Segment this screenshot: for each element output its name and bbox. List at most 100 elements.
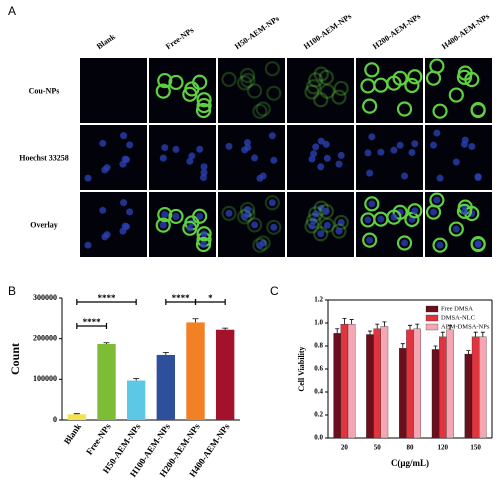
error-bar: [73, 413, 80, 415]
error-bar: [162, 352, 169, 355]
micrograph: [149, 58, 216, 123]
nucleus: [84, 174, 92, 182]
cell-stain: [255, 101, 271, 117]
nucleus: [433, 129, 441, 137]
cell-stain: [362, 232, 378, 248]
cell-stain: [155, 217, 171, 233]
row-label: Overlay: [30, 220, 58, 229]
cell-stain: [360, 78, 376, 94]
y-axis-label: Cell Viability: [297, 346, 306, 391]
row-label: Hoechst 33258: [19, 153, 69, 162]
y-tick-label: 100000: [33, 374, 57, 383]
nucleus: [119, 160, 127, 168]
nucleus: [322, 207, 330, 215]
nucleus: [310, 217, 318, 225]
cell-stain: [432, 237, 448, 253]
nucleus: [401, 239, 409, 247]
nucleus: [84, 241, 92, 249]
nucleus: [241, 146, 249, 154]
cell-stain: [364, 62, 380, 78]
cell-stain: [305, 79, 322, 95]
y-tick-label: 1.2: [314, 296, 323, 304]
nucleus: [120, 132, 128, 140]
cell-stain: [304, 84, 320, 100]
nucleus: [335, 227, 343, 235]
legend-label: AEM-DMSA-NPs: [441, 323, 490, 330]
cell-stain: [470, 236, 486, 253]
nucleus: [317, 204, 325, 212]
bar: [126, 380, 146, 420]
nucleus: [468, 142, 476, 150]
cell-stain: [252, 237, 268, 253]
error-bar: [480, 331, 485, 337]
cell-stain: [255, 235, 271, 251]
cell-stain: [252, 103, 268, 119]
nucleus: [99, 206, 107, 214]
nucleus: [161, 211, 169, 219]
nucleus: [411, 140, 419, 148]
cell-stain: [266, 219, 282, 235]
bar: [439, 336, 447, 439]
nucleus: [99, 139, 107, 147]
nucleus: [368, 200, 376, 208]
cell-stain: [155, 83, 171, 99]
nucleus: [270, 223, 278, 231]
cell-stain: [192, 208, 208, 224]
micrograph: [149, 192, 216, 257]
nucleus: [366, 236, 374, 244]
y-tick-label: 0: [53, 415, 57, 424]
panel-label: C: [270, 284, 279, 298]
cell-stain: [407, 69, 423, 85]
nucleus: [377, 215, 385, 223]
legend-swatch: [425, 323, 439, 331]
error-bar: [342, 318, 347, 325]
nucleus: [436, 241, 444, 249]
nucleus: [401, 172, 409, 180]
micrograph: [287, 58, 354, 123]
nucleus: [126, 141, 134, 149]
nucleus: [256, 174, 264, 182]
y-tick-label: 1.0: [314, 319, 323, 327]
cell-stain: [319, 83, 335, 99]
error-bar: [133, 378, 140, 381]
cell-stain: [237, 209, 253, 225]
cell-stain: [318, 69, 334, 86]
nucleus: [196, 145, 204, 153]
nucleus: [323, 221, 331, 229]
micrograph: [149, 125, 216, 190]
error-bar: [448, 324, 453, 330]
bar: [446, 329, 454, 439]
nucleus: [251, 154, 259, 162]
cell-stain: [182, 220, 198, 236]
nucleus: [322, 140, 330, 148]
nucleus: [460, 207, 468, 215]
nucleus: [474, 240, 482, 248]
cell-stain: [448, 87, 464, 103]
cell-stain: [318, 203, 334, 220]
cell-stain: [264, 195, 280, 211]
nucleus: [188, 152, 196, 160]
significance-label: ****: [172, 293, 191, 303]
cell-stain: [464, 71, 480, 88]
nucleus: [396, 141, 404, 149]
nucleus: [430, 208, 438, 216]
nucleus: [120, 199, 128, 207]
nucleus: [103, 164, 111, 172]
error-bar: [367, 330, 372, 335]
nucleus: [317, 163, 325, 171]
legend-swatch: [425, 305, 439, 313]
nucleus: [268, 132, 276, 140]
significance-label: ****: [83, 317, 102, 327]
x-tick-label: 50: [374, 444, 382, 452]
micrograph: [218, 58, 285, 123]
nucleus: [474, 173, 482, 181]
nucleus: [411, 207, 419, 215]
bar: [215, 329, 235, 420]
cell-stain: [240, 72, 256, 89]
y-tick-label: 300000: [33, 293, 57, 302]
cell-stain: [246, 83, 263, 99]
cell-stain: [196, 92, 212, 108]
nucleus: [364, 216, 372, 224]
legend-label: Free DMSA: [441, 305, 473, 312]
